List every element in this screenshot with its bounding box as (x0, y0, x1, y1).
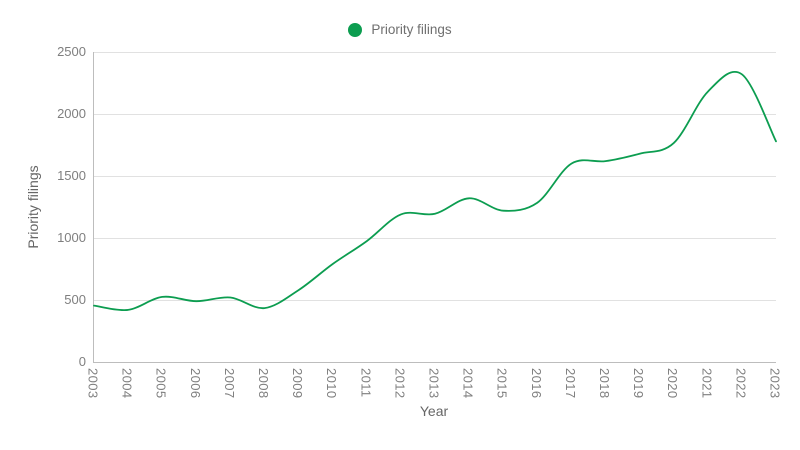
legend: Priority filings (0, 22, 800, 37)
x-tick-label-2017: 2017 (562, 368, 578, 399)
y-tick-label-500: 500 (64, 292, 86, 307)
x-tick-label-2007: 2007 (221, 368, 237, 399)
x-tick-label-2010: 2010 (324, 368, 340, 399)
x-tick-label-2015: 2015 (494, 368, 510, 399)
x-axis-title: Year (419, 403, 449, 419)
x-tick-label-2005: 2005 (153, 368, 169, 399)
x-tick-label-2014: 2014 (460, 368, 476, 399)
x-tick-label-2022: 2022 (733, 368, 749, 399)
gridline-500 (94, 300, 776, 301)
x-tick-label-2013: 2013 (426, 368, 442, 399)
x-tick-label-2004: 2004 (119, 368, 135, 399)
x-tick-label-2003: 2003 (85, 368, 101, 399)
legend-label: Priority filings (371, 22, 452, 37)
x-tick-label-2011: 2011 (358, 368, 374, 398)
x-tick-label-2021: 2021 (699, 368, 715, 399)
x-tick-label-2008: 2008 (256, 368, 271, 399)
gridline-1500 (94, 176, 776, 177)
x-tick-label-2023: 2023 (767, 368, 783, 399)
y-tick-label-1000: 1000 (57, 230, 86, 245)
y-tick-label-0: 0 (78, 354, 86, 369)
x-tick-label-2009: 2009 (290, 368, 306, 399)
series-canvas (93, 71, 777, 312)
x-tick-label-2020: 2020 (665, 368, 681, 399)
legend-circle-icon (348, 22, 363, 37)
y-tick-label-1500: 1500 (57, 168, 86, 183)
x-tick-label-2018: 2018 (597, 368, 612, 399)
x-tick-label-2019: 2019 (631, 368, 647, 399)
y-tick-label-2500: 2500 (57, 44, 86, 59)
gridline-2000 (94, 114, 776, 115)
legend-item-priority-filings[interactable]: Priority filings (348, 22, 452, 37)
y-tick-label-2000: 2000 (57, 106, 86, 121)
x-tick-label-2012: 2012 (392, 368, 408, 399)
plot-area (93, 52, 777, 363)
series-line-priority-filings (93, 71, 777, 312)
x-tick-label-2006: 2006 (187, 368, 203, 399)
x-tick-label-2016: 2016 (528, 368, 544, 399)
gridline-1000 (94, 238, 776, 239)
gridline-2500 (94, 52, 776, 53)
